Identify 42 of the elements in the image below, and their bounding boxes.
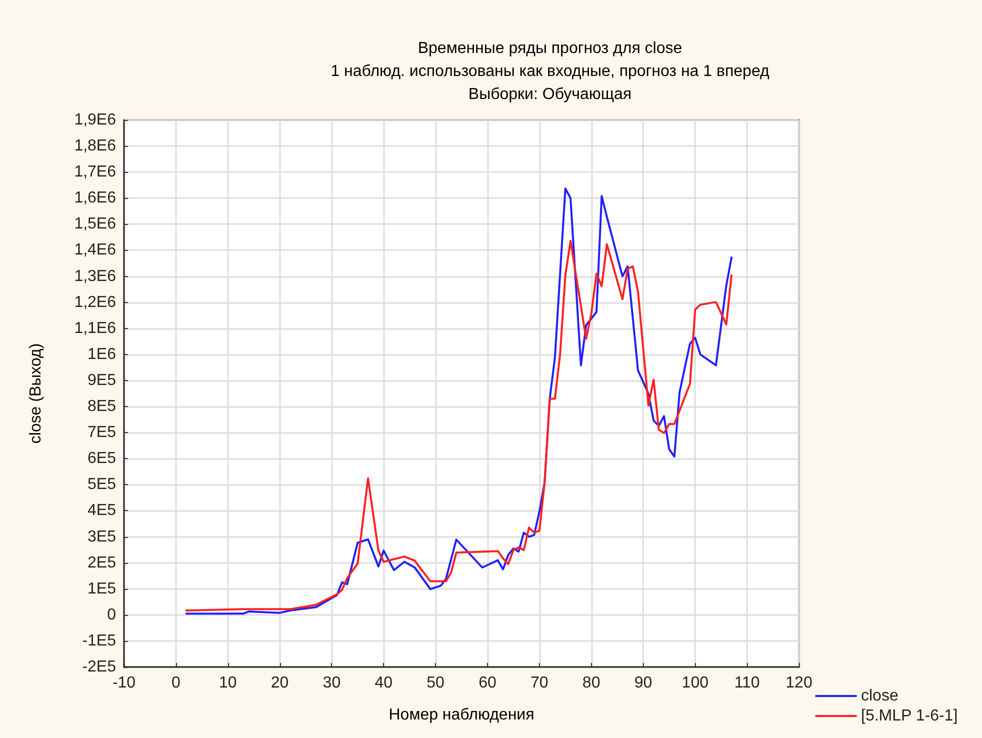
x-tick-label: 100 [682,674,709,692]
y-tick-label: 2E5 [88,554,116,572]
x-tick-label: 50 [426,674,445,692]
y-tick-label: 3E5 [88,528,116,546]
legend-label: close [861,688,898,704]
legend-label: [5.MLP 1-6-1] [861,708,958,724]
y-tick-label: -1E5 [82,632,116,650]
y-tick-label: 0 [107,606,116,624]
y-tick-label: 1E6 [88,346,116,363]
y-tick-label: 1,1E6 [74,320,116,337]
y-tick-label: 6E5 [88,450,116,468]
y-tick-label: 4E5 [88,502,116,520]
y-tick-label: 1E5 [88,580,116,598]
y-axis-title: close (Выход) [28,343,44,444]
x-tick-label: 40 [374,674,393,692]
x-tick-label: -10 [112,674,136,692]
y-tick-label: 1,4E6 [74,242,116,259]
x-tick-label: 110 [734,674,760,692]
y-tick-label: 1,6E6 [74,190,116,207]
y-tick-label: 1,9E6 [74,112,116,128]
x-tick-label: 60 [478,674,496,692]
chart-subtitle: 1 наблюд. использованы как входные, прогноз на 1 вперед Выборки: Обучающая [330,63,770,103]
y-tick-label: 1,5E6 [74,216,116,233]
y-tick-label: 1,3E6 [74,268,116,285]
y-tick-label: 9E5 [88,372,116,389]
y-tick-label: 1,2E6 [74,294,116,311]
x-axis-title: Номер наблюдения [388,706,534,724]
x-tick-label: 80 [582,674,600,692]
y-tick-label: 5E5 [88,476,116,494]
x-tick-label: 90 [634,674,652,692]
y-tick-label: 1,8E6 [74,138,116,155]
x-tick-label: 70 [530,674,548,692]
y-tick-label: 1,7E6 [74,164,116,181]
y-tick-label: -2E5 [82,658,116,676]
y-tick-label: 7E5 [88,424,116,442]
x-tick-label: 120 [786,674,812,692]
chart-title: Временные ряды прогноз для close [418,40,682,57]
x-tick-label: 20 [270,674,289,692]
x-tick-label: 30 [322,674,341,692]
y-tick-label: 8E5 [88,398,116,416]
x-tick-label: 0 [171,674,180,692]
x-tick-label: 10 [218,674,237,692]
